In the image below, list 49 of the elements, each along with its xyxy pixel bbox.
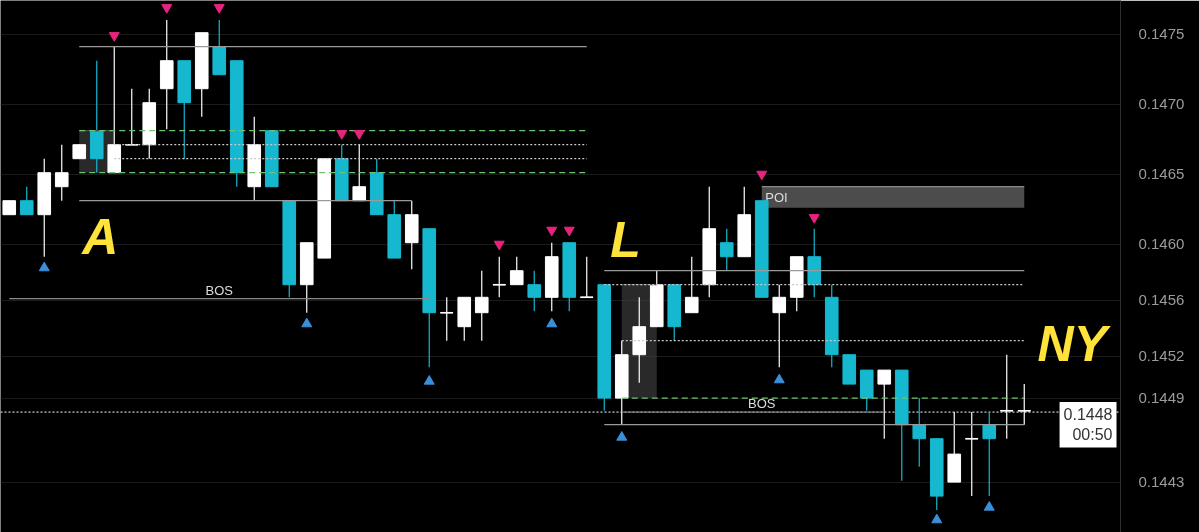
point [38, 261, 50, 272]
annotation: A [80, 209, 119, 266]
candlestick [474, 270, 489, 342]
point [616, 431, 628, 441]
point [563, 226, 575, 237]
y-tick-label: 0.1460 [1138, 235, 1185, 253]
candlestick [579, 256, 594, 299]
point [546, 317, 558, 328]
annotation: 00:50 [1072, 426, 1113, 444]
point [546, 226, 558, 237]
series-label: BOS [748, 396, 776, 412]
candlestick [352, 144, 367, 202]
candlestick [912, 397, 927, 468]
point [108, 32, 120, 42]
y-tick-label: 0.1452 [1138, 347, 1185, 365]
candlestick [527, 270, 542, 312]
y-tick-label: 0.1443 [1138, 473, 1185, 491]
point [301, 317, 313, 328]
candlestick [492, 256, 507, 298]
candlestick [982, 411, 997, 497]
candlestick [439, 296, 454, 342]
point [773, 373, 785, 384]
point [493, 240, 505, 251]
y-tick-label: 0.1456 [1138, 291, 1185, 309]
y-tick-label: 0.1465 [1138, 165, 1185, 183]
y-tick-label: 0.1449 [1138, 389, 1185, 407]
point [161, 4, 173, 14]
y-tick-label: 0.1475 [1138, 25, 1185, 43]
candlestick [54, 144, 69, 202]
point [353, 130, 365, 140]
point [423, 375, 435, 385]
point [983, 501, 995, 511]
point [808, 214, 820, 224]
candlestick [772, 284, 787, 368]
point [756, 170, 768, 181]
candlestick [19, 186, 34, 216]
series-label: POI [765, 189, 788, 205]
ref-line-label: 0.1448 [1063, 406, 1113, 424]
candlestick [719, 228, 734, 272]
annotation: L [610, 212, 641, 269]
point [931, 513, 943, 524]
y-tick-label: 0.1470 [1138, 95, 1185, 113]
candlestick [509, 256, 524, 286]
point [336, 130, 348, 140]
point [213, 4, 225, 14]
candlestick [124, 88, 139, 146]
series-label: BOS [205, 282, 234, 298]
candlestick [684, 256, 699, 314]
annotation: NY [1037, 315, 1112, 372]
